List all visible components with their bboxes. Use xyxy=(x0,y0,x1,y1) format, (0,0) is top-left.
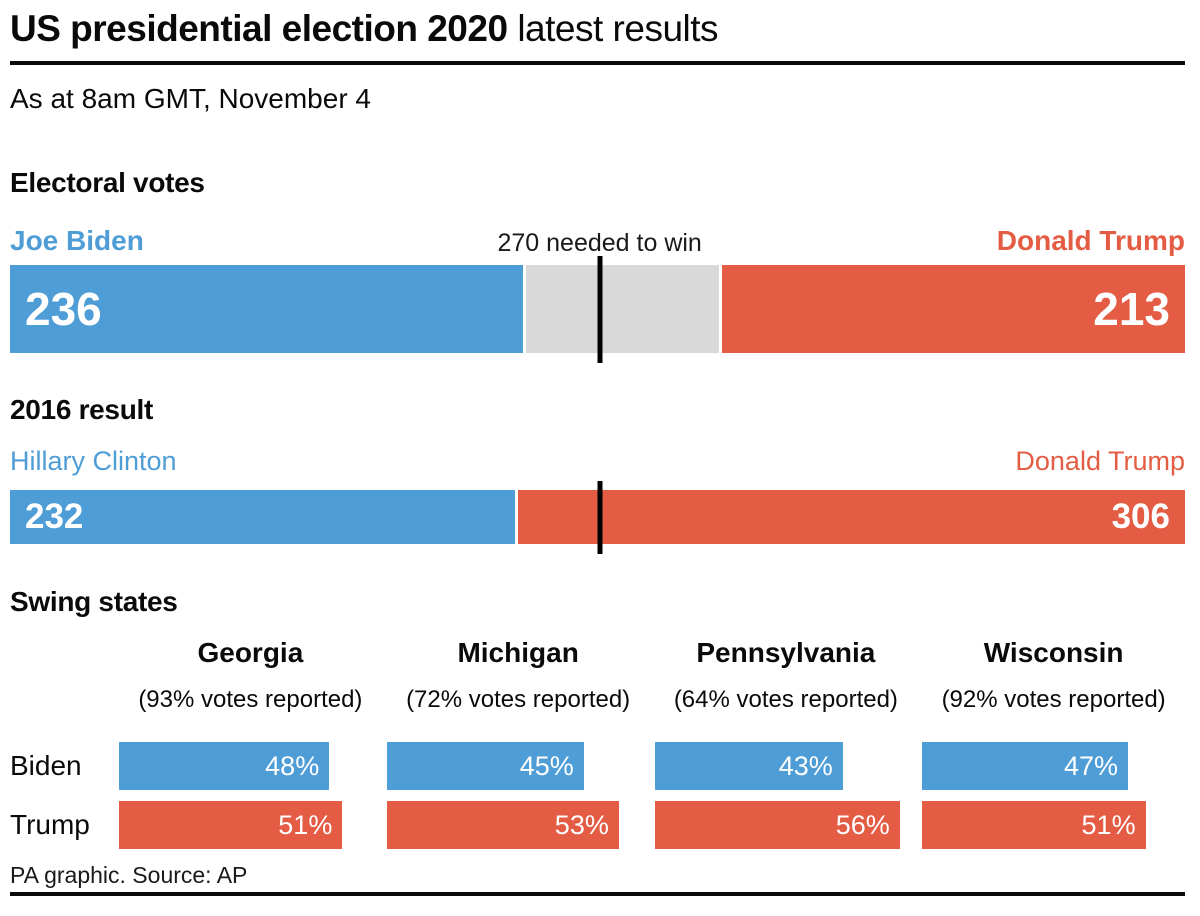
pennsylvania-biden-bar-cell: 43% xyxy=(654,742,918,790)
pennsylvania-trump-pct: 56% xyxy=(835,809,890,840)
state-header-pennsylvania: Pennsylvania (64% votes reported) xyxy=(655,637,918,731)
source-attribution: PA graphic. Source: AP xyxy=(10,862,248,888)
result-2016-heading: 2016 result xyxy=(10,393,154,425)
biden-name-label: Joe Biden xyxy=(10,225,144,257)
result-2016-bar: 232 306 xyxy=(10,481,1185,555)
header-divider xyxy=(10,60,1185,65)
georgia-trump-bar: 51% xyxy=(119,801,343,849)
trump-2016-electoral-value: 306 xyxy=(1111,497,1170,537)
state-name: Georgia xyxy=(197,637,304,669)
michigan-biden-pct: 45% xyxy=(519,750,574,781)
michigan-trump-pct: 53% xyxy=(554,809,609,840)
state-votes-reported: (93% votes reported) xyxy=(138,686,363,714)
state-votes-reported: (64% votes reported) xyxy=(673,686,898,714)
trump-2016-name-label: Donald Trump xyxy=(1015,445,1185,476)
georgia-biden-pct: 48% xyxy=(265,750,320,781)
biden-electoral-segment: 236 xyxy=(10,264,523,353)
needed-to-win-marker xyxy=(597,255,603,363)
wisconsin-biden-pct: 47% xyxy=(1064,750,1119,781)
state-header-wisconsin: Wisconsin (92% votes reported) xyxy=(922,637,1185,731)
swing-states-table: Georgia (93% votes reported) Michigan (7… xyxy=(10,637,1185,849)
wisconsin-trump-bar: 51% xyxy=(922,801,1146,849)
clinton-electoral-segment: 232 xyxy=(10,490,516,545)
electoral-candidate-labels: Joe Biden 270 needed to win Donald Trump xyxy=(10,224,1185,258)
page-title-bold: US presidential election 2020 xyxy=(10,8,508,49)
michigan-trump-bar-cell: 53% xyxy=(386,801,650,849)
pennsylvania-biden-bar: 43% xyxy=(654,742,843,790)
state-votes-reported: (72% votes reported) xyxy=(406,686,631,714)
state-header-georgia: Georgia (93% votes reported) xyxy=(119,637,382,731)
trump-name-label: Donald Trump xyxy=(996,225,1185,257)
pennsylvania-biden-pct: 43% xyxy=(778,750,833,781)
trump-electoral-value: 213 xyxy=(1093,282,1170,335)
undecided-electoral-segment xyxy=(525,264,720,353)
timestamp-subtitle: As at 8am GMT, November 4 xyxy=(10,82,372,114)
page-title: US presidential election 2020 latest res… xyxy=(10,8,1185,51)
footer-divider xyxy=(10,892,1185,897)
georgia-biden-bar-cell: 48% xyxy=(119,742,382,790)
wisconsin-biden-bar-cell: 47% xyxy=(922,742,1185,790)
trump-2016-electoral-segment: 306 xyxy=(518,490,1185,545)
wisconsin-trump-pct: 51% xyxy=(1081,809,1136,840)
trump-electoral-segment: 213 xyxy=(722,264,1185,353)
michigan-biden-bar-cell: 45% xyxy=(386,742,650,790)
clinton-name-label: Hillary Clinton xyxy=(10,445,177,476)
georgia-biden-bar: 48% xyxy=(119,742,330,790)
state-name: Michigan xyxy=(457,637,579,669)
wisconsin-biden-bar: 47% xyxy=(922,742,1129,790)
electoral-votes-bar: 236 213 xyxy=(10,255,1185,363)
clinton-electoral-value: 232 xyxy=(25,497,84,537)
trump-row-label: Trump xyxy=(10,809,90,840)
state-header-michigan: Michigan (72% votes reported) xyxy=(387,637,650,731)
georgia-trump-pct: 51% xyxy=(278,809,333,840)
state-name: Wisconsin xyxy=(983,637,1124,669)
needed-to-win-marker-2016 xyxy=(597,481,603,555)
michigan-trump-bar: 53% xyxy=(386,801,619,849)
state-votes-reported: (92% votes reported) xyxy=(941,686,1166,714)
page-title-light: latest results xyxy=(507,8,719,49)
pennsylvania-trump-bar-cell: 56% xyxy=(654,801,918,849)
result-2016-candidate-labels: Hillary Clinton Donald Trump xyxy=(10,445,1185,477)
wisconsin-trump-bar-cell: 51% xyxy=(922,801,1185,849)
needed-to-win-label: 270 needed to win xyxy=(497,228,702,257)
pennsylvania-trump-bar: 56% xyxy=(654,801,900,849)
state-name: Pennsylvania xyxy=(696,637,876,669)
michigan-biden-bar: 45% xyxy=(386,742,584,790)
electoral-votes-heading: Electoral votes xyxy=(10,167,205,199)
biden-electoral-value: 236 xyxy=(25,282,102,335)
swing-states-heading: Swing states xyxy=(10,586,178,618)
biden-row-label: Biden xyxy=(10,750,82,781)
georgia-trump-bar-cell: 51% xyxy=(119,801,382,849)
